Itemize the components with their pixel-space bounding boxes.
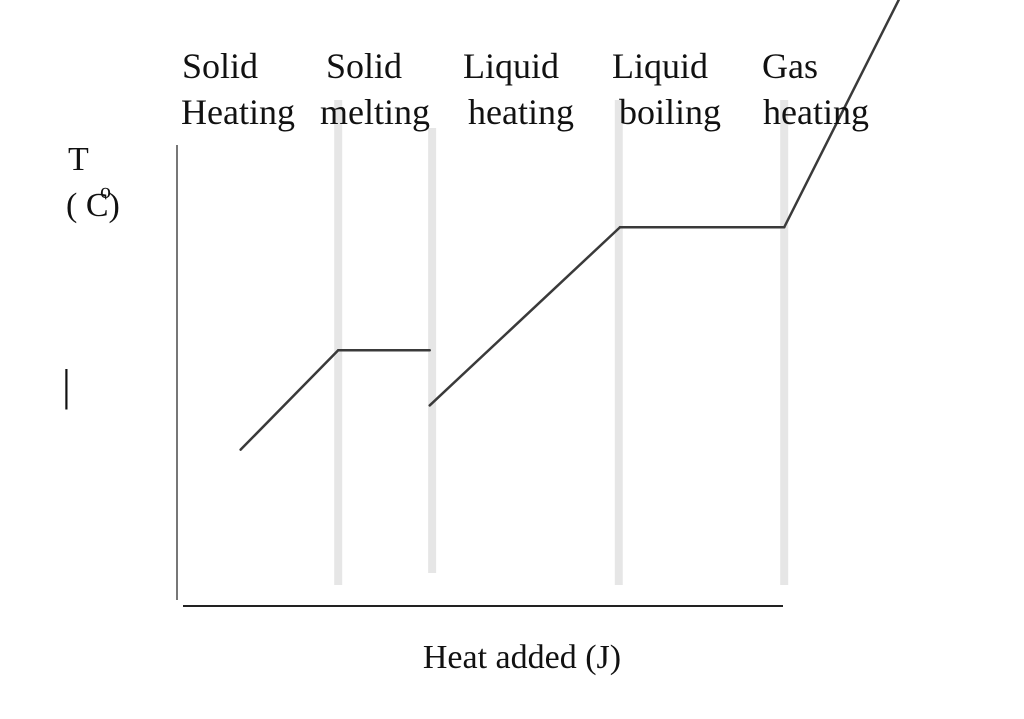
curve-segment [428, 226, 622, 407]
y-axis-title-line2: ( C) [66, 187, 120, 224]
phase-label-line2: Heating [181, 92, 295, 132]
phase-label-line2: heating [468, 92, 574, 132]
phase-label-line2: heating [763, 92, 869, 132]
heating-curve [239, 0, 901, 451]
phase-label-line1: Gas [762, 46, 818, 86]
phase-boundary-band [614, 100, 623, 585]
degree-symbol: o [100, 178, 111, 203]
curve-segment [782, 0, 901, 229]
phase-label-line1: Solid [326, 46, 402, 86]
curve-segment [239, 349, 340, 451]
phase-boundary-band [780, 100, 789, 585]
phase-label-line2: melting [320, 92, 430, 132]
phase-label-line1: Liquid [463, 46, 559, 86]
phase-boundary-band [334, 100, 343, 585]
phase-label-line1: Solid [182, 46, 258, 86]
y-tick-mark: | [62, 361, 71, 410]
phase-boundary-band [428, 128, 437, 573]
phase-label-line1: Liquid [612, 46, 708, 86]
x-axis-title: Heat added (J) [423, 639, 621, 676]
phase-label-line2: boiling [619, 92, 721, 132]
y-axis-title-line1: T [68, 141, 89, 178]
phase-boundary-bands [334, 100, 789, 585]
